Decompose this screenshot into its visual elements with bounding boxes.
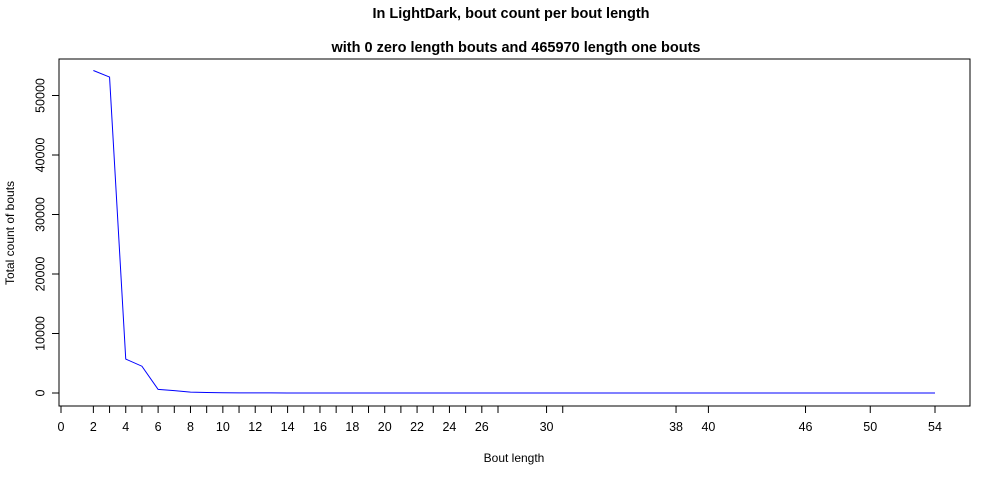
x-tick-label: 22 bbox=[410, 420, 424, 434]
x-tick-label: 24 bbox=[442, 420, 456, 434]
series-layer bbox=[93, 70, 935, 394]
x-tick-label: 50 bbox=[863, 420, 877, 434]
x-tick-label: 30 bbox=[540, 420, 554, 434]
x-tick-label: 12 bbox=[248, 420, 262, 434]
y-tick-label: 40000 bbox=[33, 138, 47, 173]
chart-subtitle: with 0 zero length bouts and 465970 leng… bbox=[331, 40, 701, 56]
x-tick-label: 10 bbox=[216, 420, 230, 434]
x-tick-label: 2 bbox=[90, 420, 97, 434]
chart-title: In LightDark, bout count per bout length bbox=[372, 6, 649, 22]
x-tick-label: 8 bbox=[187, 420, 194, 434]
x-tick-label: 20 bbox=[378, 420, 392, 434]
x-tick-label: 54 bbox=[928, 420, 942, 434]
x-tick-label: 40 bbox=[701, 420, 715, 434]
series-line bbox=[93, 70, 935, 394]
x-tick-label: 26 bbox=[475, 420, 489, 434]
x-tick-label: 38 bbox=[669, 420, 683, 434]
y-tick-label: 50000 bbox=[33, 78, 47, 113]
y-tick-label: 0 bbox=[33, 389, 47, 396]
x-axis: 0 2 4 6 8 10 12 14 16 18 20 22 24 26 30 38 40 46 50 54 bbox=[58, 405, 942, 434]
y-axis-label: Total count of bouts bbox=[3, 181, 17, 285]
x-tick-label: 18 bbox=[345, 420, 359, 434]
x-axis-label: Bout length bbox=[484, 451, 545, 465]
y-tick-label: 20000 bbox=[33, 257, 47, 292]
x-tick-label: 4 bbox=[122, 420, 129, 434]
y-tick-label: 30000 bbox=[33, 197, 47, 232]
y-tick-label: 10000 bbox=[33, 316, 47, 351]
x-tick-label: 14 bbox=[281, 420, 295, 434]
x-tick-label: 0 bbox=[58, 420, 65, 434]
x-tick-label: 46 bbox=[799, 420, 813, 434]
x-tick-label: 16 bbox=[313, 420, 327, 434]
x-tick-label: 6 bbox=[155, 420, 162, 434]
y-axis: 0 10000 20000 30000 40000 50000 bbox=[33, 78, 60, 396]
plot-frame bbox=[58, 58, 971, 407]
